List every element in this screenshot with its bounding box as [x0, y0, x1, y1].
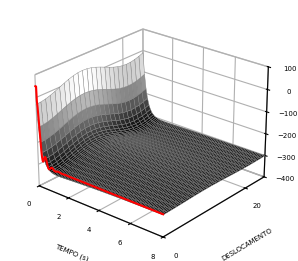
Y-axis label: DESLOCAMENTO: DESLOCAMENTO	[221, 227, 274, 261]
X-axis label: TEMPO (s): TEMPO (s)	[55, 243, 90, 261]
